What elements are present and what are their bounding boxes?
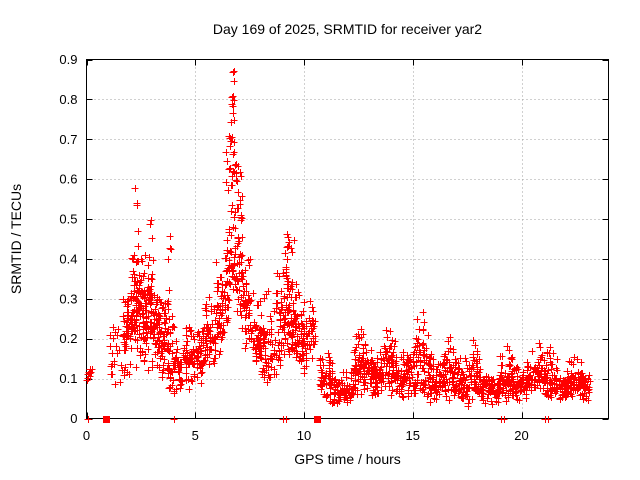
y-axis-label: SRMTID / TECUs <box>8 184 24 294</box>
x-tick-label: 15 <box>406 428 420 443</box>
x-tick-label: 0 <box>83 428 90 443</box>
plot-border <box>86 59 609 419</box>
y-tick-label: 0.9 <box>59 52 77 67</box>
y-tick-label: 0.7 <box>59 132 77 147</box>
gridlines <box>86 59 609 419</box>
y-tick-label: 0 <box>70 411 77 426</box>
scatter-points-axis-flags-plus <box>84 416 552 423</box>
x-axis-label: GPS time / hours <box>294 451 401 467</box>
y-tick-label: 0.8 <box>59 92 77 107</box>
y-tick-label: 0.1 <box>59 371 77 386</box>
chart-title: Day 169 of 2025, SRMTID for receiver yar… <box>213 21 482 37</box>
y-tick-label: 0.6 <box>59 172 77 187</box>
x-tick-label: 5 <box>192 428 199 443</box>
y-tick-label: 0.3 <box>59 291 77 306</box>
scatter-points-srmtid <box>83 68 594 410</box>
y-tick-label: 0.2 <box>59 331 77 346</box>
y-tick-label: 0.5 <box>59 212 77 227</box>
x-tick-label: 20 <box>514 428 528 443</box>
square-marker <box>103 416 110 423</box>
tick-labels: 0 5 10 15 20 0 0.1 0.2 0.3 0.4 0.5 0.6 0.7 0.8 0.9 <box>59 52 528 443</box>
y-tick-label: 0.4 <box>59 251 77 266</box>
data-series <box>83 68 594 423</box>
x-tick-label: 10 <box>297 428 311 443</box>
square-marker <box>314 416 321 423</box>
